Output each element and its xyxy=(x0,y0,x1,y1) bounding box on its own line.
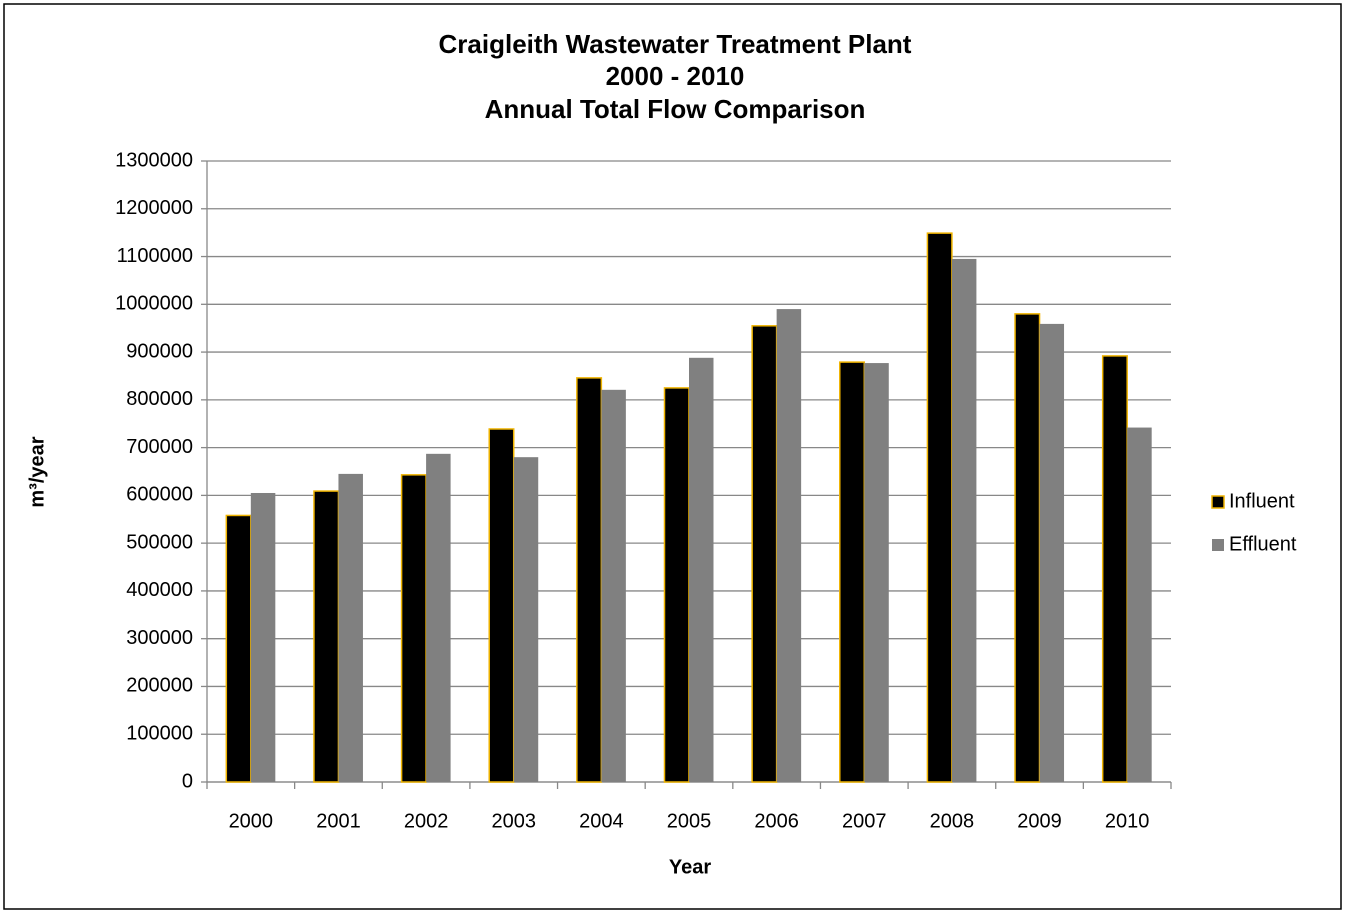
bar xyxy=(689,357,714,782)
bar xyxy=(864,363,889,782)
y-tick-label: 100000 xyxy=(126,723,193,745)
bar xyxy=(338,473,363,782)
bar xyxy=(225,514,252,783)
bar xyxy=(751,325,778,783)
bar xyxy=(488,428,515,783)
x-tick-label: 2005 xyxy=(667,810,712,832)
x-axis-label: Year xyxy=(669,856,711,878)
y-tick-label: 300000 xyxy=(126,627,193,649)
bar xyxy=(1101,355,1128,783)
y-tick-label: 200000 xyxy=(126,675,193,697)
chart-title: Annual Total Flow Comparison xyxy=(485,94,866,124)
bar xyxy=(400,474,427,783)
y-tick-label: 400000 xyxy=(126,579,193,601)
y-tick-label: 900000 xyxy=(126,340,193,362)
x-tick-label: 2007 xyxy=(842,810,887,832)
bar xyxy=(1014,313,1041,783)
bar xyxy=(663,387,690,783)
y-tick-label: 1200000 xyxy=(115,197,193,219)
legend-label: Effluent xyxy=(1229,533,1297,555)
bar xyxy=(576,377,603,783)
x-tick-label: 2010 xyxy=(1105,810,1150,832)
legend-label: Influent xyxy=(1229,490,1295,512)
y-tick-label: 1100000 xyxy=(117,245,193,267)
bar xyxy=(1039,323,1065,782)
x-tick-label: 2009 xyxy=(1017,810,1062,832)
x-tick-label: 2001 xyxy=(316,810,361,832)
x-tick-label: 2004 xyxy=(579,810,624,832)
bar xyxy=(839,361,866,783)
bar xyxy=(513,457,539,782)
bar xyxy=(776,309,802,782)
x-tick-label: 2000 xyxy=(229,810,274,832)
bar xyxy=(951,258,977,783)
x-tick-label: 2003 xyxy=(491,810,536,832)
bar xyxy=(1127,427,1152,782)
y-tick-label: 1300000 xyxy=(115,149,193,171)
bar xyxy=(250,492,276,782)
y-tick-label: 1000000 xyxy=(115,293,193,315)
legend-swatch xyxy=(1212,539,1224,551)
bar xyxy=(426,453,451,782)
y-tick-label: 600000 xyxy=(126,484,193,506)
y-axis-label: m³/year xyxy=(26,436,48,507)
y-tick-label: 500000 xyxy=(126,531,193,553)
x-tick-label: 2008 xyxy=(930,810,975,832)
bar xyxy=(926,232,953,783)
bar xyxy=(601,389,626,782)
y-tick-label: 800000 xyxy=(126,388,193,410)
y-tick-label: 700000 xyxy=(126,436,193,458)
chart-title: Craigleith Wastewater Treatment Plant xyxy=(439,29,912,59)
x-tick-label: 2006 xyxy=(754,810,799,832)
chart-title: 2000 - 2010 xyxy=(606,61,745,91)
y-tick-label: 0 xyxy=(182,770,193,792)
bar xyxy=(313,490,340,783)
x-tick-label: 2002 xyxy=(404,810,449,832)
legend-swatch xyxy=(1211,495,1225,509)
